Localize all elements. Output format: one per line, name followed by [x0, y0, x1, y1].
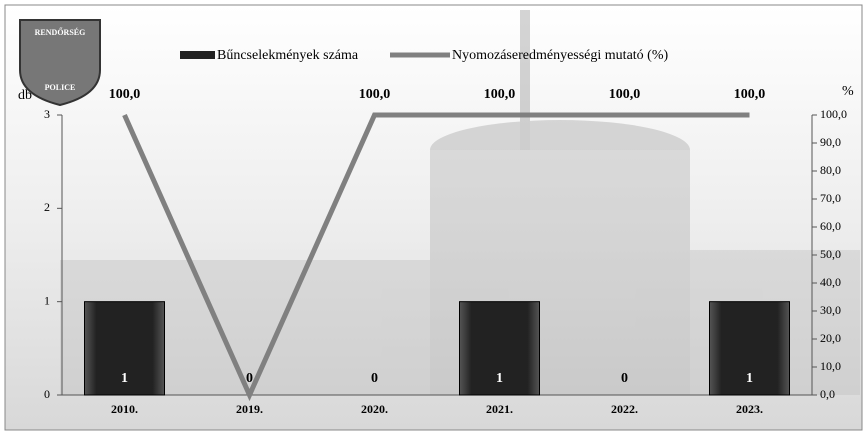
bar-value-label: 1 — [746, 371, 753, 386]
y2-tick-label: 20,0 — [820, 331, 841, 345]
y-axis-title: db — [18, 88, 32, 103]
legend-swatch — [180, 51, 215, 59]
line-value-label: 100,0 — [359, 87, 391, 102]
y-tick-label: 1 — [44, 293, 50, 307]
x-tick-label: 2010. — [111, 402, 138, 416]
line-value-label: 100,0 — [609, 87, 641, 102]
y2-tick-label: 90,0 — [820, 135, 841, 149]
line-value-label: 100,0 — [734, 87, 766, 102]
x-tick-label: 2020. — [361, 402, 388, 416]
y2-tick-label: 60,0 — [820, 219, 841, 233]
y2-axis-title: % — [842, 84, 854, 99]
y2-tick-label: 50,0 — [820, 247, 841, 261]
x-tick-label: 2019. — [236, 402, 263, 416]
y2-tick-label: 0,0 — [820, 387, 835, 401]
y-tick-label: 2 — [44, 200, 50, 214]
y2-tick-label: 40,0 — [820, 275, 841, 289]
y2-tick-label: 70,0 — [820, 191, 841, 205]
y2-tick-label: 30,0 — [820, 303, 841, 317]
chart: RENDŐRSÉG POLICE db % 01230,010,020,030,… — [0, 0, 867, 435]
logo: RENDŐRSÉG POLICE — [20, 20, 100, 105]
bar-value-label: 1 — [121, 371, 128, 386]
logo-bottom: POLICE — [45, 83, 76, 92]
legend-label: Nyomozáseredményességi mutató (%) — [452, 48, 668, 63]
logo-top: RENDŐRSÉG — [35, 27, 86, 37]
legend-label: Bűncselekmények száma — [217, 48, 359, 63]
x-tick-label: 2023. — [736, 402, 763, 416]
y2-tick-label: 80,0 — [820, 163, 841, 177]
x-tick-label: 2021. — [486, 402, 513, 416]
line-value-label: 100,0 — [109, 87, 141, 102]
bar-value-label: 0 — [371, 371, 378, 386]
y2-tick-label: 10,0 — [820, 359, 841, 373]
y2-tick-label: 100,0 — [820, 107, 847, 121]
bar-value-label: 1 — [496, 371, 503, 386]
bar-value-label: 0 — [621, 371, 628, 386]
line-value-label: 100,0 — [484, 87, 516, 102]
y-tick-label: 3 — [44, 107, 50, 121]
y-tick-label: 0 — [44, 387, 50, 401]
x-tick-label: 2022. — [611, 402, 638, 416]
